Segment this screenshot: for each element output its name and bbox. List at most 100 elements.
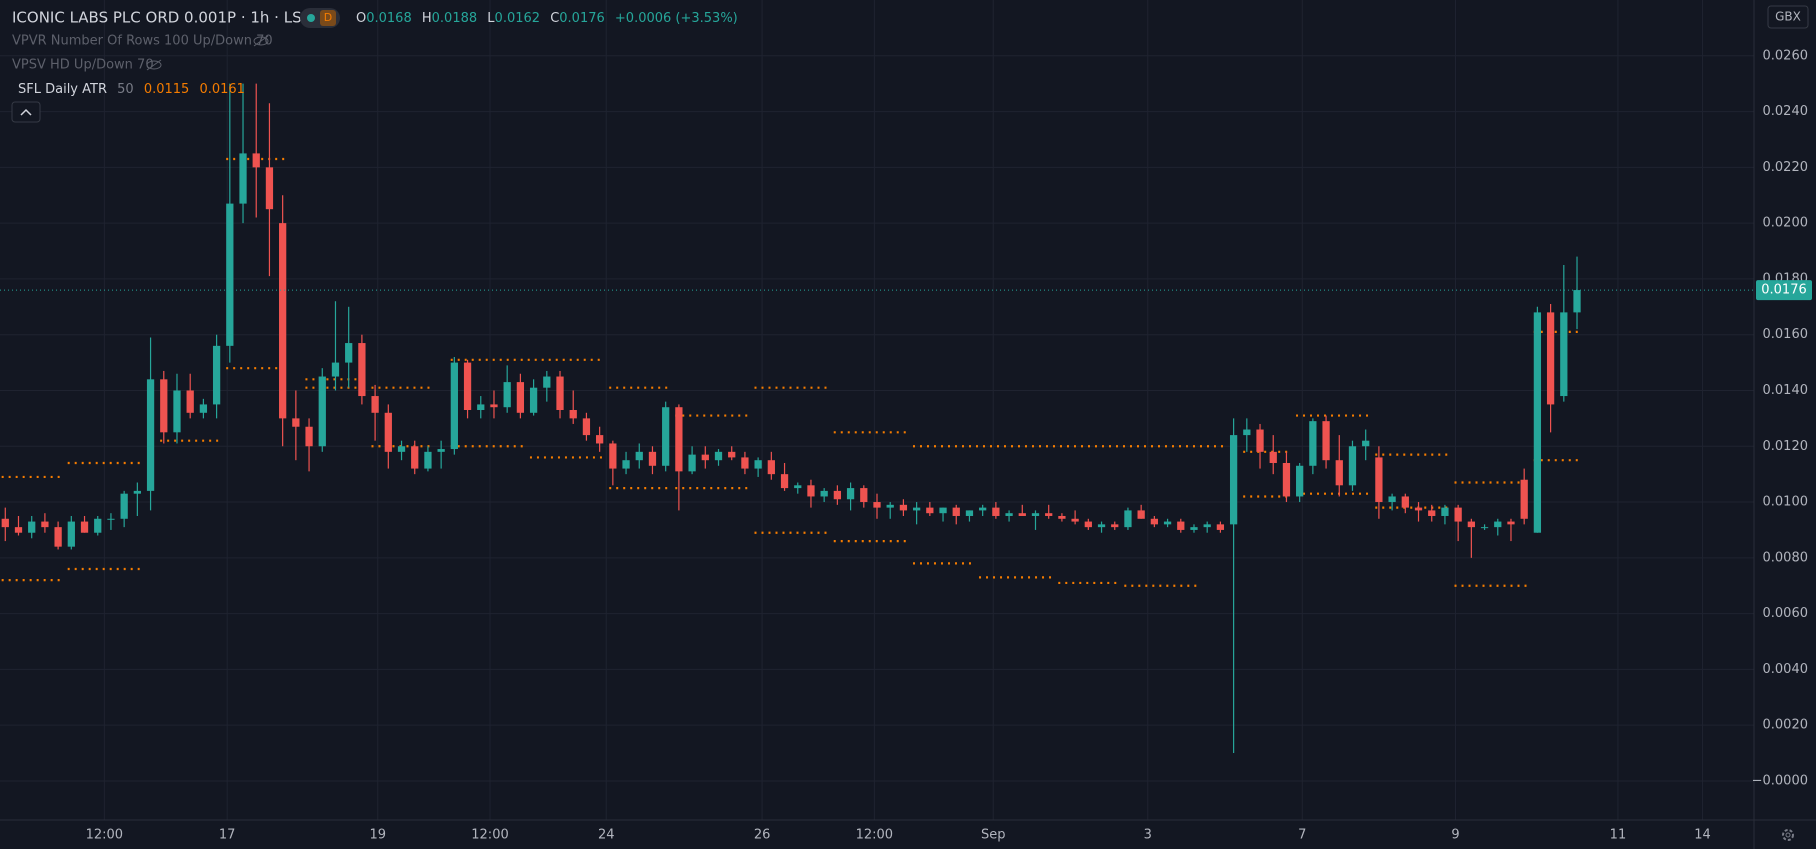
candle-body (807, 485, 815, 497)
y-tick-label: 0.0160 (1763, 327, 1809, 342)
candle-body (1401, 496, 1409, 508)
candle-body (146, 379, 155, 491)
candle-body (186, 390, 194, 413)
candle-body (1031, 513, 1040, 516)
candle-body (318, 376, 326, 447)
y-tick-label: 0.0220 (1763, 160, 1809, 175)
candle-body (226, 203, 234, 346)
candle-body (1441, 507, 1449, 516)
hide-icon[interactable] (146, 59, 162, 71)
candle-body (926, 507, 934, 514)
currency-button[interactable] (1767, 5, 1809, 29)
candle-body (279, 223, 287, 419)
candle-body (1322, 421, 1330, 461)
candle-body (662, 407, 670, 466)
candle-body (1229, 435, 1238, 525)
candle-body (1084, 521, 1092, 528)
candle-body (265, 167, 274, 210)
candle-body (582, 418, 591, 436)
candle-body (1335, 460, 1343, 486)
candle-body (1362, 440, 1370, 447)
y-tick-label: 0.0260 (1763, 48, 1809, 63)
candle-body (1546, 312, 1555, 405)
ohlc-key: L (487, 11, 495, 26)
candle-body (1494, 521, 1502, 528)
candle-body (912, 507, 921, 511)
candle-body (846, 488, 855, 500)
settings-icon[interactable] (1782, 829, 1794, 841)
candle-body (1467, 521, 1475, 528)
atr-name: SFL Daily ATR (18, 82, 107, 97)
ohlc-key: O (356, 11, 366, 26)
candle-body (503, 382, 511, 408)
candle-body (1018, 513, 1026, 516)
candle-body (424, 451, 432, 469)
y-tick-label: 0.0100 (1763, 495, 1809, 510)
x-tick-label: 24 (598, 828, 615, 843)
collapse-button[interactable] (11, 101, 41, 123)
candle-body (133, 490, 141, 494)
candle-body (516, 382, 525, 413)
x-tick-label: 17 (219, 828, 236, 843)
y-tick-label: 0.0080 (1763, 550, 1809, 565)
badge-bg (320, 10, 336, 26)
candle-body (899, 504, 908, 511)
candle-body (635, 451, 643, 461)
y-tick-label: 0.0240 (1763, 104, 1809, 119)
candle-body (54, 527, 62, 547)
candle-body (94, 518, 102, 533)
candle-body (529, 387, 538, 413)
candle-body (120, 493, 128, 519)
y-tick-label: 0.0200 (1763, 216, 1809, 231)
candle-body (543, 376, 551, 388)
candle-body (1520, 479, 1528, 519)
candle-body (939, 507, 947, 514)
candle-body (437, 449, 445, 452)
candle-body (41, 521, 49, 528)
candle-body (1296, 465, 1304, 497)
candle-body (780, 474, 789, 489)
candle-body (358, 343, 366, 397)
candle-body (767, 460, 775, 475)
candle-body (754, 460, 762, 469)
candle-body (1309, 421, 1317, 466)
candle-body (1216, 524, 1225, 530)
candle-body (701, 454, 709, 461)
y-tick-label: 0.0140 (1763, 383, 1809, 398)
candle-body (992, 507, 1000, 516)
candle-body (965, 510, 974, 516)
candle-body (714, 451, 723, 461)
ohlc-value: 0.0162 (495, 11, 541, 26)
candle-body (648, 451, 657, 466)
candle-body (1269, 451, 1277, 463)
candle-body (252, 153, 260, 168)
candle-body (1282, 462, 1291, 497)
candle-body (305, 426, 313, 447)
ohlc-value: 0.0188 (432, 11, 478, 26)
ohlc: O0.0168 H0.0188 L0.0162 C0.0176 +0.0006 … (356, 11, 738, 26)
candle-body (160, 379, 168, 433)
candle-body (1111, 524, 1119, 528)
atr-length: 50 (117, 82, 134, 97)
atr-value: 0.0161 (199, 82, 245, 97)
y-tick-label: 0.0040 (1763, 662, 1809, 677)
symbol-title: ICONIC LABS PLC ORD 0.001P · 1h · LSE (12, 9, 311, 27)
x-tick-label: 12:00 (471, 828, 508, 843)
indicator-label: VPVR Number Of Rows 100 Up/Down 70 (12, 34, 273, 49)
hide-icon[interactable] (253, 35, 269, 47)
ohlc-change: +0.0006 (+3.53%) (615, 11, 738, 26)
y-tick-label: −0.0000 (1752, 773, 1808, 788)
candle-body (1177, 521, 1185, 530)
candle-body (860, 488, 868, 503)
candle-body (1071, 518, 1079, 522)
candle-body (239, 153, 247, 204)
candle-body (1058, 515, 1066, 519)
candle-body (1163, 521, 1172, 525)
ohlc-value: 0.0176 (559, 11, 605, 26)
x-tick-label: 12:00 (86, 828, 123, 843)
candle-body (728, 451, 736, 458)
x-tick-label: Sep (981, 828, 1006, 843)
candle-body (596, 435, 604, 444)
y-tick-label: 0.0020 (1763, 718, 1809, 733)
